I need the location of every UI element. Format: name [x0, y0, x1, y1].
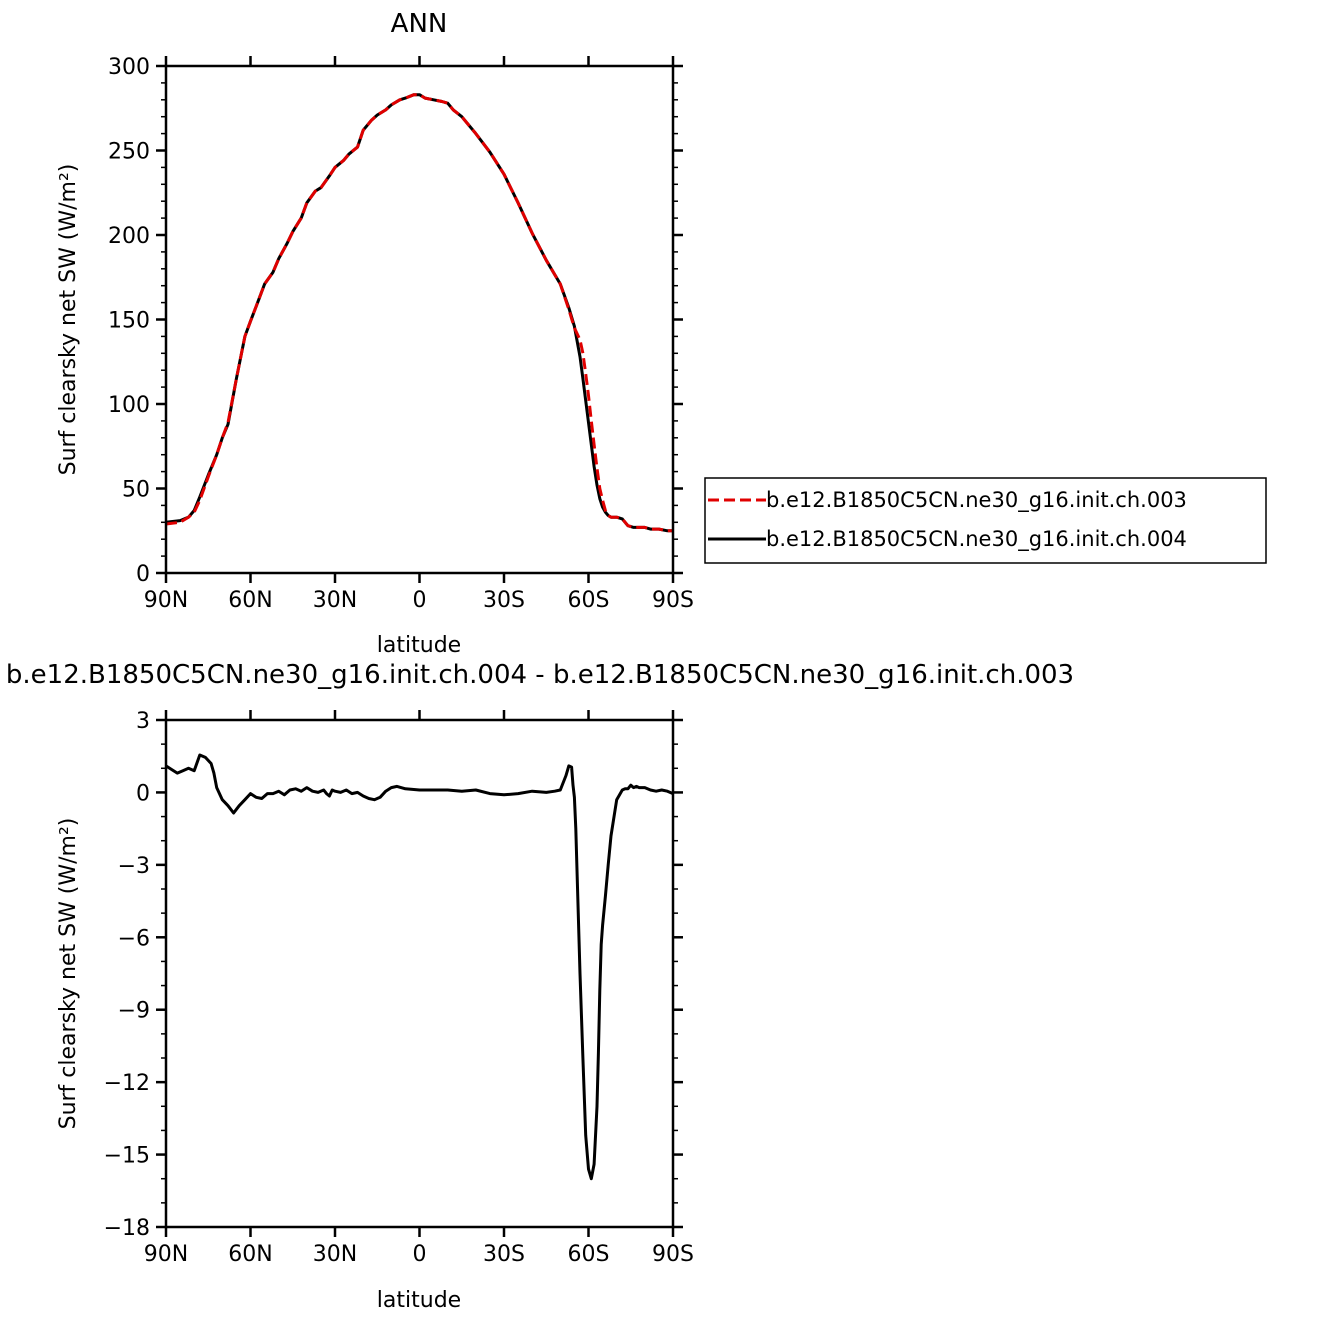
bottom-plot-frame [164, 718, 675, 1229]
top-ticks: 90N 60N 30N 0 30S 60S 90S 0 50 100 150 200 250 300 [108, 55, 694, 613]
bottom-panel: b.e12.B1850C5CN.ne30_g16.init.ch.004 - b… [6, 660, 1074, 1313]
bottom-y-tick-label: −9 [118, 999, 150, 1024]
bottom-y-tick-label: −6 [118, 926, 150, 951]
top-plot-frame [164, 64, 675, 575]
bottom-ticks: 90N 60N 30N 0 30S 60S 90S 3 0 −3 −6 −9 −12 −15 −18 [104, 709, 694, 1267]
bottom-y-tick-label: −12 [104, 1071, 150, 1096]
bottom-x-tick-label: 90S [652, 1242, 694, 1267]
bottom-x-tick-label: 30S [483, 1242, 525, 1267]
top-y-tick-label: 150 [108, 309, 150, 334]
top-x-tick-label: 60S [568, 588, 610, 613]
top-y-tick-label: 0 [136, 562, 150, 587]
bottom-series-line-1 [165, 753, 674, 1181]
top-panel: ANN 90N 60N 30N 0 30S 60S 90S 0 50 100 150 200 250 30… [56, 9, 694, 658]
bottom-x-tick-label: 90N [144, 1242, 188, 1267]
top-x-tick-label: 30S [483, 588, 525, 613]
top-series-line-1 [165, 93, 673, 533]
top-y-tick-label: 100 [108, 393, 150, 418]
bottom-x-tick-label: 60S [568, 1242, 610, 1267]
top-chart-title: ANN [391, 9, 448, 39]
top-y-tick-label: 250 [108, 140, 150, 165]
legend-label-series-1: b.e12.B1850C5CN.ne30_g16.init.ch.003 [766, 488, 1187, 513]
top-x-tick-label: 90S [652, 588, 694, 613]
bottom-chart-title: b.e12.B1850C5CN.ne30_g16.init.ch.004 - b… [6, 660, 1074, 690]
bottom-y-axis-title: Surf clearsky net SW (W/m²) [56, 818, 81, 1130]
top-x-axis-title: latitude [377, 633, 461, 658]
bottom-y-tick-label: 3 [136, 709, 150, 734]
bottom-x-tick-label: 0 [413, 1242, 427, 1267]
bottom-x-tick-label: 30N [313, 1242, 357, 1267]
top-series-lines [165, 93, 673, 533]
top-series-line-2 [165, 93, 673, 533]
top-x-tick-label: 90N [144, 588, 188, 613]
top-x-tick-label: 0 [413, 588, 427, 613]
top-y-tick-label: 200 [108, 224, 150, 249]
bottom-series-lines [165, 753, 674, 1181]
top-x-tick-label: 30N [313, 588, 357, 613]
bottom-y-tick-label: −15 [104, 1144, 150, 1169]
legend: b.e12.B1850C5CN.ne30_g16.init.ch.003 b.e… [704, 477, 1267, 564]
top-y-tick-label: 50 [122, 478, 150, 503]
top-y-tick-label: 300 [108, 55, 150, 80]
bottom-x-axis-title: latitude [377, 1288, 461, 1313]
legend-box [704, 477, 1267, 564]
legend-label-series-2: b.e12.B1850C5CN.ne30_g16.init.ch.004 [766, 527, 1187, 552]
bottom-x-tick-label: 60N [228, 1242, 272, 1267]
bottom-y-tick-label: 0 [136, 781, 150, 806]
top-y-axis-title: Surf clearsky net SW (W/m²) [56, 164, 81, 476]
bottom-y-tick-label: −3 [118, 854, 150, 879]
bottom-y-tick-label: −18 [104, 1216, 150, 1241]
top-x-tick-label: 60N [228, 588, 272, 613]
